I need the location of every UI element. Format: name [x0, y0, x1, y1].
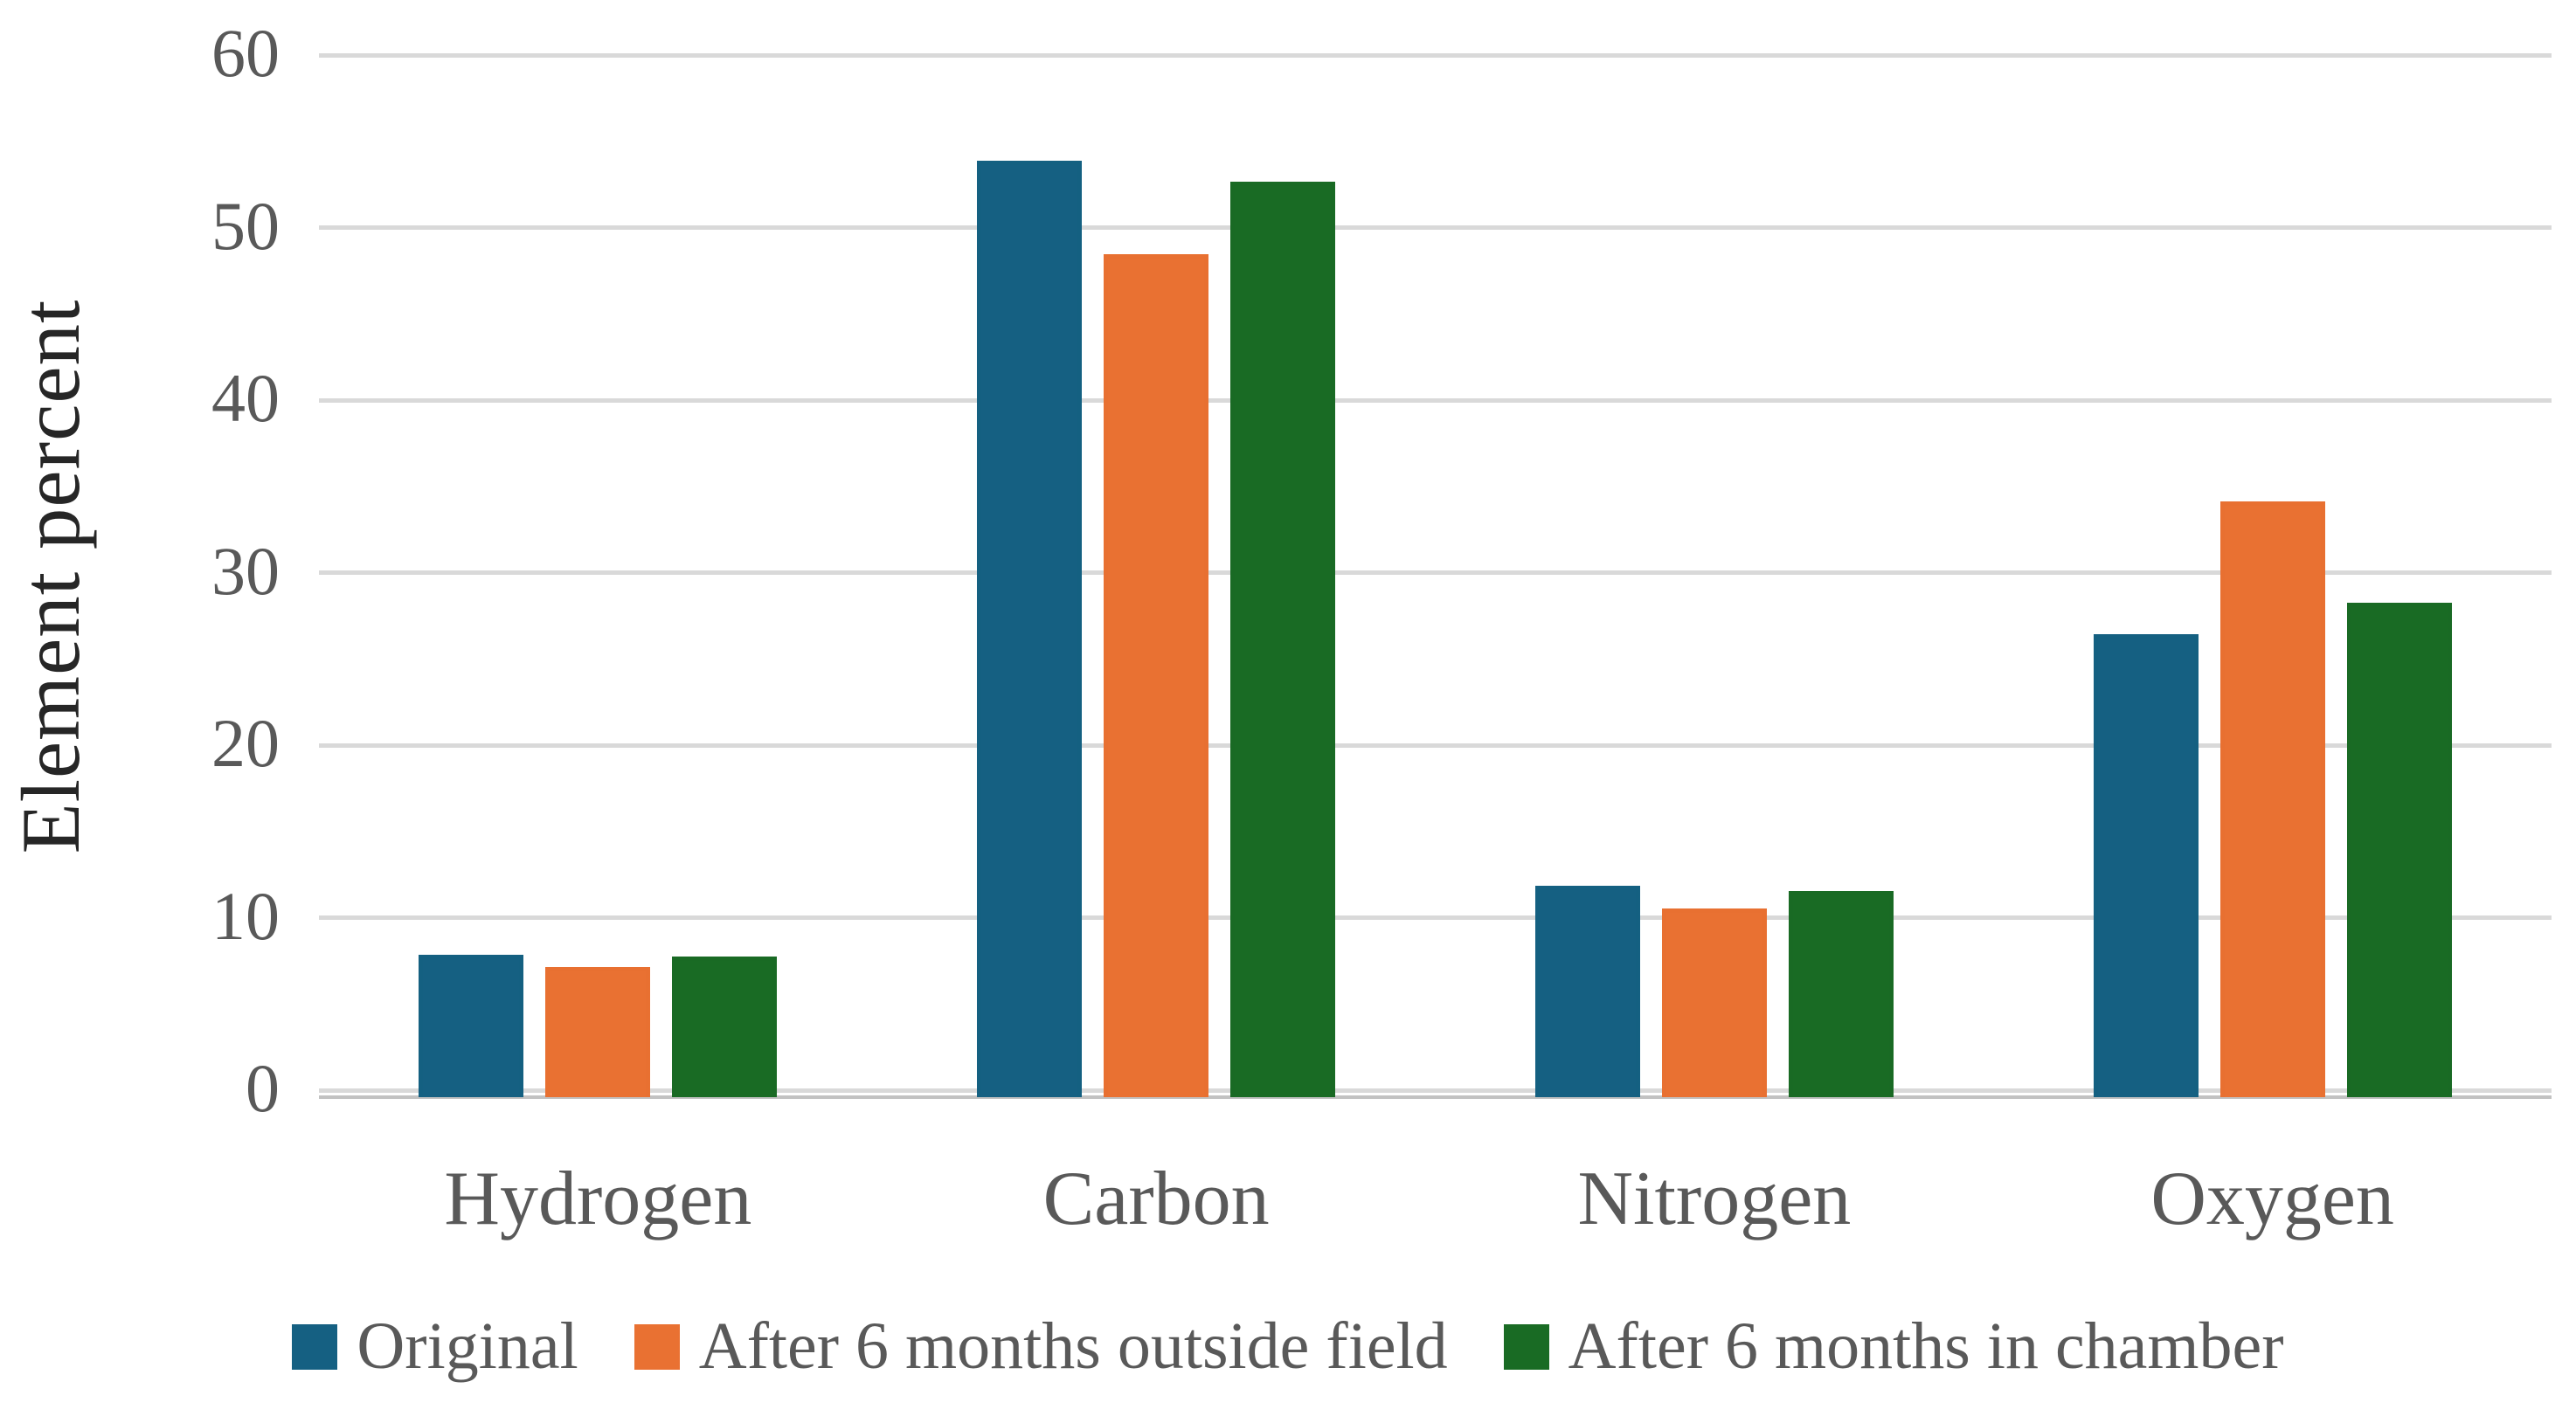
bar-oxygen-original — [2093, 633, 2199, 1097]
y-tick-label-0: 0 — [246, 1050, 280, 1127]
x-axis-line — [319, 1095, 2552, 1099]
y-tick-label-10: 10 — [211, 877, 280, 954]
bar-carbon-original — [977, 161, 1083, 1097]
legend-item-after-6-months-in-chamber: After 6 months in chamber — [1503, 1309, 2284, 1385]
gridline-0 — [319, 1088, 2552, 1093]
gridline-30 — [319, 570, 2552, 575]
legend-label-original: Original — [357, 1309, 578, 1383]
bar-oxygen-after-6-months-outside-field — [2219, 501, 2325, 1097]
y-tick-label-30: 30 — [211, 532, 280, 609]
bar-hydrogen-original — [419, 954, 524, 1097]
bar-carbon-after-6-months-outside-field — [1104, 254, 1209, 1097]
legend-label-after-6-months-outside-field: After 6 months outside field — [698, 1309, 1448, 1383]
x-category-label-carbon: Carbon — [1042, 1157, 1270, 1241]
y-tick-label-60: 60 — [211, 15, 280, 92]
gridline-20 — [319, 743, 2552, 748]
x-category-label-nitrogen: Nitrogen — [1577, 1157, 1852, 1241]
legend-swatch-original — [292, 1323, 338, 1370]
bar-nitrogen-original — [1534, 885, 1640, 1097]
legend-item-original: Original — [292, 1309, 578, 1385]
legend-item-after-6-months-outside-field: After 6 months outside field — [634, 1309, 1448, 1385]
bar-oxygen-after-6-months-in-chamber — [2346, 603, 2452, 1097]
legend-swatch-after-6-months-in-chamber — [1503, 1323, 1549, 1370]
gridline-40 — [319, 397, 2552, 403]
x-category-label-oxygen: Oxygen — [2150, 1157, 2394, 1241]
x-category-label-hydrogen: Hydrogen — [444, 1157, 752, 1241]
legend-swatch-after-6-months-outside-field — [634, 1323, 680, 1370]
bar-nitrogen-after-6-months-in-chamber — [1788, 890, 1894, 1097]
gridline-10 — [319, 915, 2552, 920]
legend: Original After 6 months outside field Afte… — [0, 1309, 2576, 1385]
y-tick-label-40: 40 — [211, 360, 280, 437]
y-tick-label-50: 50 — [211, 187, 280, 264]
legend-label-after-6-months-in-chamber: After 6 months in chamber — [1568, 1309, 2284, 1383]
bar-carbon-after-6-months-in-chamber — [1230, 182, 1336, 1097]
bar-hydrogen-after-6-months-outside-field — [545, 966, 651, 1097]
gridline-50 — [319, 225, 2552, 230]
bar-nitrogen-after-6-months-outside-field — [1661, 908, 1767, 1097]
gridline-60 — [319, 52, 2552, 58]
y-tick-label-20: 20 — [211, 705, 280, 782]
bar-hydrogen-after-6-months-in-chamber — [672, 956, 778, 1097]
